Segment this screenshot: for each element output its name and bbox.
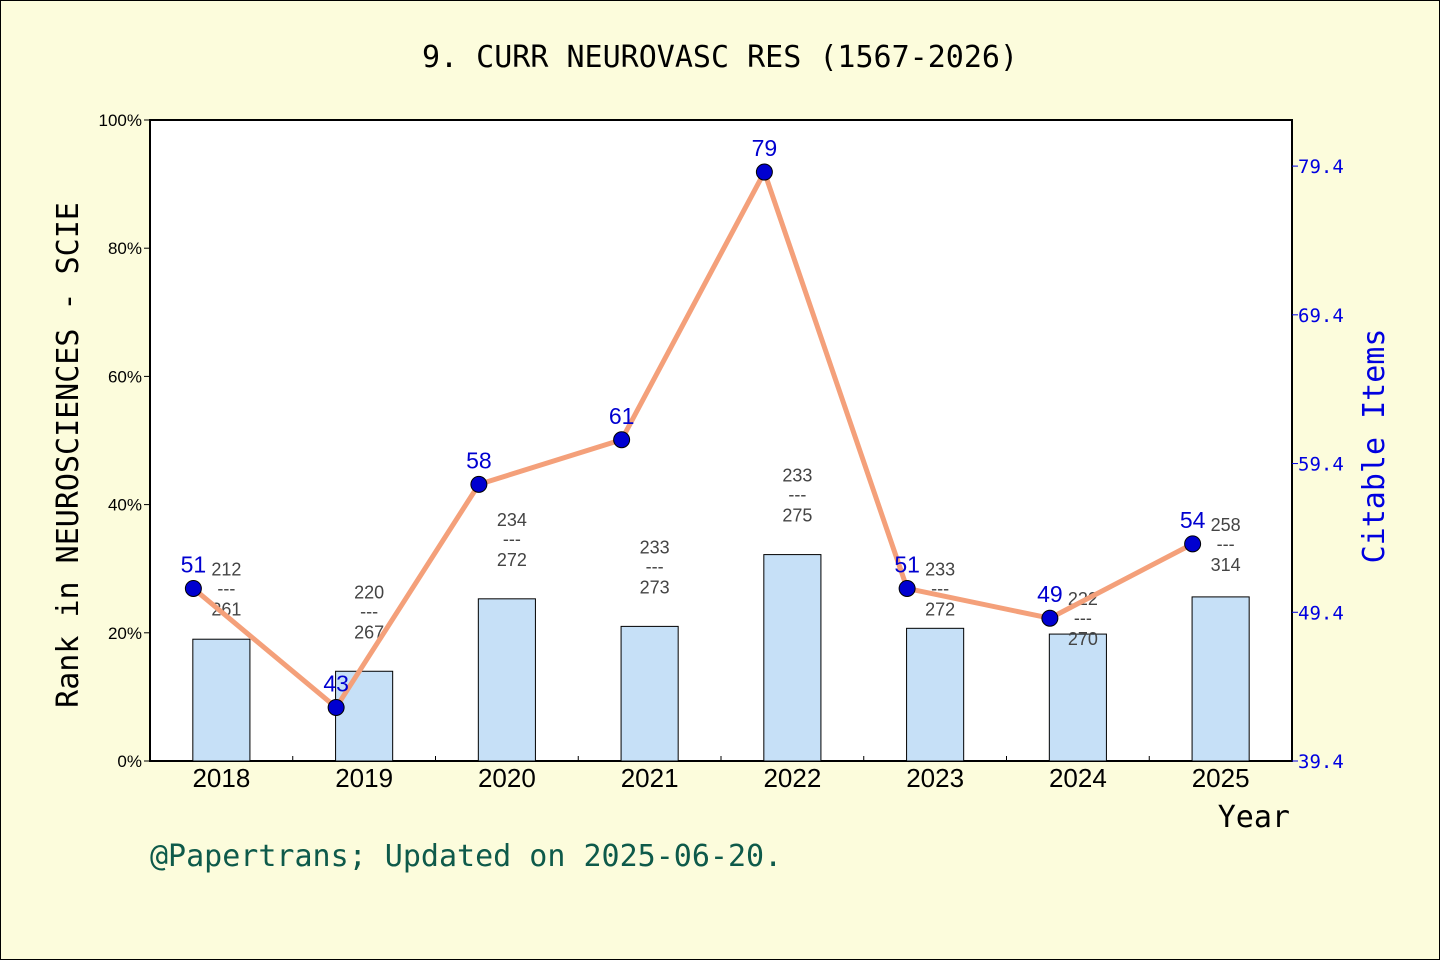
bar-2022 xyxy=(763,554,822,762)
point-2020 xyxy=(470,475,488,493)
right-tick-label: 69.4 xyxy=(1298,305,1344,327)
point-label-2022: 79 xyxy=(752,135,778,161)
left-tick-label: 60% xyxy=(108,367,142,386)
bar-2025 xyxy=(1191,596,1250,762)
total-label-2024: 270 xyxy=(1068,629,1098,649)
right-tick-label: 39.4 xyxy=(1298,751,1344,773)
left-tick-label: 80% xyxy=(108,239,142,258)
left-tick-label: 20% xyxy=(108,624,142,643)
point-label-2023: 51 xyxy=(894,551,920,577)
point-2024 xyxy=(1041,609,1059,627)
x-tick-label-2025: 2025 xyxy=(1192,763,1250,793)
right-tick-label: 59.4 xyxy=(1298,454,1344,476)
right-axis: 39.4 49.4 59.4 69.4 79.4 xyxy=(1292,156,1344,773)
rank-separator-2018: --- xyxy=(217,578,235,598)
footer-credit: @Papertrans; Updated on 2025-06-20. xyxy=(150,839,782,874)
rank-label-2023: 233 xyxy=(925,559,955,579)
point-label-2020: 58 xyxy=(466,447,492,473)
point-label-2019: 43 xyxy=(323,670,349,696)
x-tick-label-2023: 2023 xyxy=(906,763,964,793)
point-label-2024: 49 xyxy=(1037,581,1063,607)
total-label-2023: 272 xyxy=(925,599,955,619)
bar-2018 xyxy=(192,638,251,762)
x-tick-label-2020: 2020 xyxy=(478,763,536,793)
y-axis-left-label: Rank in NEUROSCIENCES - SCIE xyxy=(51,202,86,708)
point-2018 xyxy=(184,579,202,597)
bar-2021 xyxy=(620,625,679,762)
x-tick-label-2019: 2019 xyxy=(335,763,393,793)
right-tick-label: 49.4 xyxy=(1298,602,1344,624)
point-2023 xyxy=(898,579,916,597)
point-label-2021: 61 xyxy=(609,403,635,429)
total-label-2022: 275 xyxy=(782,506,812,526)
plot-area xyxy=(149,119,1293,762)
y-axis-right-label: Citable Items xyxy=(1357,329,1392,564)
rank-label-2020: 234 xyxy=(497,510,527,530)
total-label-2018: 261 xyxy=(211,599,241,619)
rank-separator-2019: --- xyxy=(360,601,378,621)
total-label-2021: 273 xyxy=(640,577,670,597)
rank-separator-2020: --- xyxy=(503,529,521,549)
right-tick-label: 79.4 xyxy=(1298,156,1344,178)
point-2022 xyxy=(755,163,773,181)
line-layer: 51 43 58 61 79 51 49 54 xyxy=(181,135,1206,716)
left-tick-label: 100% xyxy=(99,111,142,130)
total-label-2025: 314 xyxy=(1211,555,1241,575)
point-label-2025: 54 xyxy=(1180,507,1206,533)
x-axis: 2018 2019 2020 2021 2022 2023 2024 2025 xyxy=(192,756,1250,793)
rank-separator-2021: --- xyxy=(646,556,664,576)
chart-title: 9. CURR NEUROVASC RES (1567-2026) xyxy=(422,40,1018,75)
point-2019 xyxy=(327,698,345,716)
x-tick-label-2024: 2024 xyxy=(1049,763,1107,793)
bars-layer xyxy=(192,554,1250,762)
x-tick-label-2018: 2018 xyxy=(192,763,250,793)
rank-label-2025: 258 xyxy=(1211,515,1241,535)
point-2025 xyxy=(1184,535,1202,553)
point-2021 xyxy=(613,431,631,449)
point-label-2018: 51 xyxy=(181,551,207,577)
rank-label-2019: 220 xyxy=(354,582,384,602)
bar-2020 xyxy=(477,598,536,762)
left-axis: 0% 20% 40% 60% 80% 100% xyxy=(99,111,150,771)
citable-items-line xyxy=(191,169,1194,710)
rank-label-2022: 233 xyxy=(782,466,812,486)
bar-2024 xyxy=(1048,633,1107,762)
left-tick-label: 40% xyxy=(108,496,142,515)
rank-separator-2025: --- xyxy=(1217,534,1235,554)
x-axis-label: Year xyxy=(1218,800,1290,835)
total-label-2020: 272 xyxy=(497,550,527,570)
rank-separator-2024: --- xyxy=(1074,608,1092,628)
rank-label-2021: 233 xyxy=(640,537,670,557)
left-tick-label: 0% xyxy=(117,752,142,771)
rank-label-2018: 212 xyxy=(211,559,241,579)
rank-separator-2022: --- xyxy=(788,485,806,505)
x-tick-label-2021: 2021 xyxy=(621,763,679,793)
total-label-2019: 267 xyxy=(354,622,384,642)
x-tick-label-2022: 2022 xyxy=(763,763,821,793)
bar-2023 xyxy=(906,627,965,762)
bar-2019 xyxy=(335,670,394,762)
